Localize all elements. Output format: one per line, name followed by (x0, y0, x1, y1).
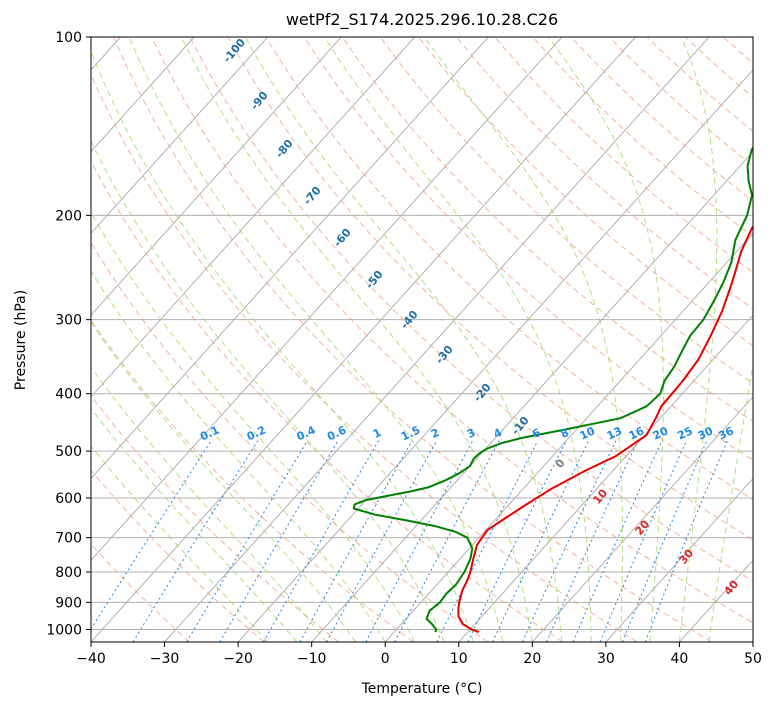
x-tick-label: −30 (150, 651, 180, 667)
x-axis-title: Temperature (°C) (361, 681, 483, 697)
y-tick-label: 900 (55, 595, 82, 611)
chart-title: wetPf2_S174.2025.296.10.28.C26 (286, 10, 558, 30)
x-tick-label: 10 (450, 651, 468, 667)
x-tick-label: 40 (671, 651, 689, 667)
y-tick-label: 400 (55, 387, 82, 403)
x-tick-label: 20 (523, 651, 541, 667)
y-axis-title: Pressure (hPa) (13, 290, 29, 390)
y-tick-label: 600 (55, 491, 82, 507)
y-tick-label: 700 (55, 531, 82, 547)
y-tick-label: 100 (55, 30, 82, 46)
x-tick-label: 0 (381, 651, 390, 667)
y-tick-label: 200 (55, 208, 82, 224)
y-tick-label: 500 (55, 444, 82, 460)
x-tick-label: 50 (744, 651, 762, 667)
y-tick-label: 1000 (46, 622, 82, 638)
x-tick-label: −20 (223, 651, 253, 667)
x-tick-label: −10 (297, 651, 327, 667)
x-tick-label: −40 (76, 651, 106, 667)
x-tick-label: 30 (597, 651, 615, 667)
y-tick-label: 800 (55, 565, 82, 581)
y-tick-label: 300 (55, 313, 82, 329)
